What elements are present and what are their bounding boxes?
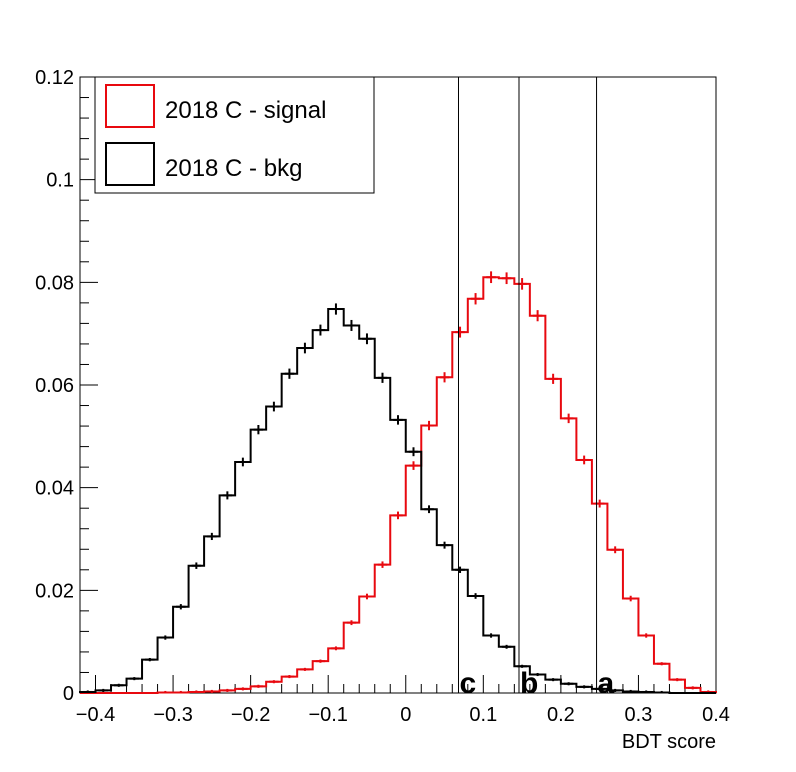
y-axis-ticks: 0 0.02 0.04 0.06 0.08 0.1 0.12 bbox=[35, 67, 98, 705]
cut-label-c: c bbox=[459, 667, 476, 700]
x-axis-title: BDT score bbox=[622, 731, 716, 753]
y-tick-label: 0.1 bbox=[46, 170, 74, 192]
x-tick-label: 0.1 bbox=[469, 704, 497, 726]
legend-swatch-signal bbox=[105, 84, 155, 128]
cut-label-a: a bbox=[598, 667, 615, 700]
legend-swatch-bkg bbox=[105, 142, 155, 186]
x-tick-label: 0 bbox=[400, 704, 411, 726]
y-tick-label: 0 bbox=[63, 683, 74, 705]
y-tick-label: 0.08 bbox=[35, 272, 74, 294]
series-0 bbox=[80, 271, 717, 694]
series-step-line bbox=[80, 276, 717, 694]
y-tick-label: 0.04 bbox=[35, 478, 74, 500]
y-tick-label: 0.06 bbox=[35, 375, 74, 397]
legend: 2018 C - signal 2018 C - bkg bbox=[94, 76, 375, 194]
y-tick-label: 0.12 bbox=[35, 67, 74, 89]
cut-label-b: b bbox=[520, 667, 538, 700]
x-tick-label: −0.3 bbox=[153, 704, 192, 726]
legend-label-bkg: 2018 C - bkg bbox=[165, 155, 302, 182]
series-step-line bbox=[79, 308, 716, 694]
x-tick-label: 0.4 bbox=[702, 704, 730, 726]
series-layer bbox=[79, 271, 717, 694]
series-1 bbox=[79, 303, 716, 694]
legend-label-signal: 2018 C - signal bbox=[165, 97, 326, 124]
x-axis-ticks: −0.4 −0.3 −0.2 −0.1 0 0.1 0.2 0.3 0.4 bbox=[76, 675, 730, 726]
y-tick-label: 0.02 bbox=[35, 580, 74, 602]
x-tick-label: 0.2 bbox=[547, 704, 575, 726]
x-tick-label: −0.2 bbox=[231, 704, 270, 726]
x-tick-label: 0.3 bbox=[625, 704, 653, 726]
x-tick-label: −0.1 bbox=[308, 704, 347, 726]
x-tick-label: −0.4 bbox=[76, 704, 115, 726]
